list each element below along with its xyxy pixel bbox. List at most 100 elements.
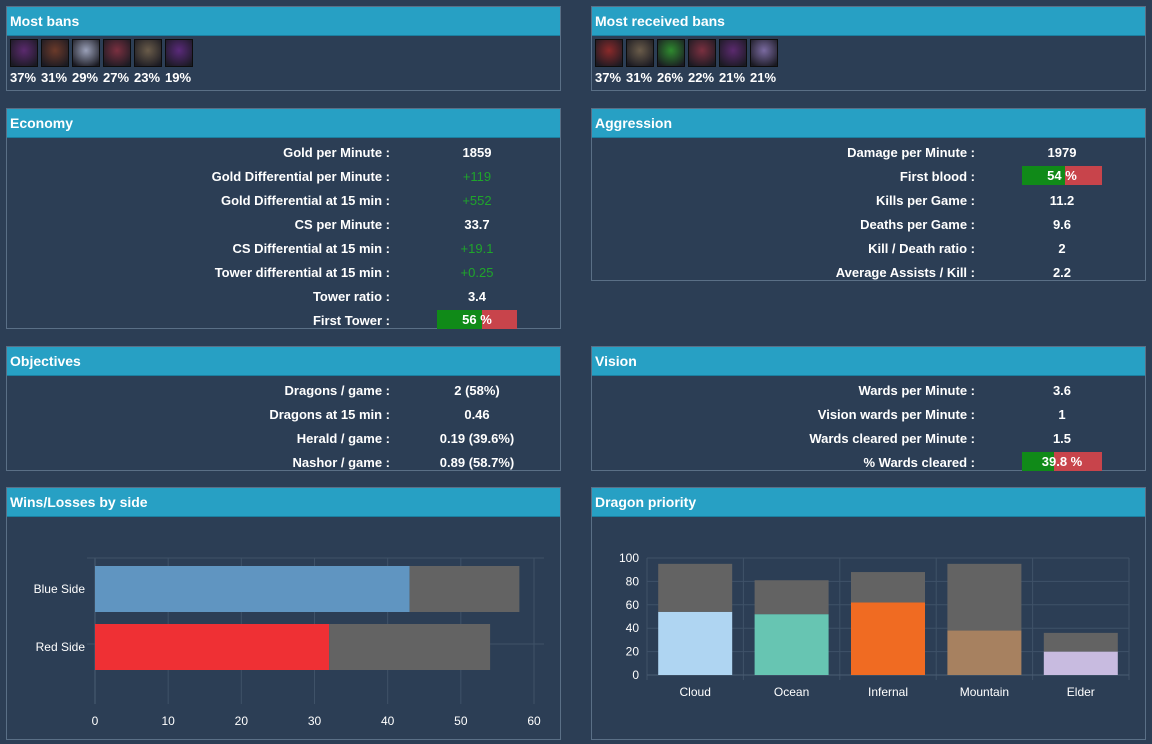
first-blood-bar: 54 % [1022, 166, 1102, 185]
y-tick-label: 60 [626, 598, 640, 612]
economy-title: Economy [7, 109, 560, 138]
stat-label: First blood : [899, 169, 975, 184]
stat-row: Kills per Game : 11.2 [592, 188, 1145, 212]
first-tower-bar-fill [437, 310, 482, 329]
bar-segment[interactable] [851, 572, 925, 603]
stat-row: Gold Differential at 15 min : +552 [7, 188, 560, 212]
x-tick-label: 30 [308, 714, 322, 728]
stat-label: Gold Differential at 15 min : [220, 193, 390, 208]
bar-segment[interactable] [1043, 632, 1118, 652]
stat-row: Average Assists / Kill : 2.2 [592, 260, 1145, 284]
stat-label: Tower ratio : [312, 289, 390, 304]
category-label: Blue Side [34, 582, 86, 596]
stat-label: First Tower : [312, 313, 390, 328]
stat-row: Gold Differential per Minute : +119 [7, 164, 560, 188]
stat-row-wards-cleared: % Wards cleared : 39.8 % [592, 450, 1145, 474]
stat-row: Tower differential at 15 min : +0.25 [7, 260, 560, 284]
champion-portrait-4-icon[interactable] [103, 39, 131, 67]
x-tick-label: 20 [235, 714, 249, 728]
dragon-priority-chart: 0 20 40 60 80 100 Cloud Ocean Infernal Mountain El… [619, 551, 1130, 699]
y-tick-label: 100 [619, 551, 639, 565]
stat-value: 11.2 [1049, 193, 1075, 208]
bar-segment[interactable] [329, 624, 491, 670]
x-tick-label: 50 [454, 714, 468, 728]
champion-portrait-2-icon[interactable] [626, 39, 654, 67]
ban-percent: 37% [10, 70, 37, 85]
first-blood-bar-fill [1022, 166, 1066, 185]
stat-row: CS per Minute : 33.7 [7, 212, 560, 236]
bar-segment[interactable] [95, 566, 410, 612]
wins-losses-title: Wins/Losses by side [7, 488, 560, 517]
stat-value: 1859 [462, 145, 492, 160]
ban-percent: 26% [657, 70, 684, 85]
wards-cleared-value: 39.8 % [1041, 454, 1083, 469]
stat-value: 0.19 (39.6%) [439, 431, 515, 446]
y-tick-label: 80 [626, 574, 640, 588]
wards-cleared-bar: 39.8 % [1022, 452, 1102, 471]
vision-panel: Vision Wards per Minute : 3.6 Vision wards… [591, 346, 1146, 471]
stat-row: Tower ratio : 3.4 [7, 284, 560, 308]
bar-segment[interactable] [754, 580, 829, 615]
x-tick-label: 10 [161, 714, 175, 728]
champion-portrait-6-icon[interactable] [165, 39, 193, 67]
champion-portrait-5-icon[interactable] [719, 39, 747, 67]
stat-value: 2.2 [1052, 265, 1072, 280]
ban-percent: 29% [72, 70, 99, 85]
objectives-panel: Objectives Dragons / game :2 (58%) Dragon… [6, 346, 561, 471]
category-label: Ocean [774, 685, 809, 699]
bar-segment[interactable] [95, 624, 330, 670]
stat-value: +552 [462, 193, 492, 208]
bar-segment[interactable] [947, 630, 1022, 675]
stat-label: % Wards cleared : [863, 455, 975, 470]
bar-segment[interactable] [409, 566, 520, 612]
ban-percent: 31% [626, 70, 653, 85]
ban-percent: 27% [103, 70, 130, 85]
stat-value: 3.4 [467, 289, 487, 304]
stat-label: Dragons / game : [284, 383, 390, 398]
champion-portrait-4-icon[interactable] [688, 39, 716, 67]
category-label: Cloud [680, 685, 711, 699]
bar-segment[interactable] [1043, 651, 1118, 675]
bar-segment[interactable] [658, 611, 733, 675]
bar-segment[interactable] [754, 614, 829, 675]
aggression-panel: Aggression Damage per Minute : 1979 Firs… [591, 108, 1146, 281]
aggression-title: Aggression [592, 109, 1145, 138]
dragon-priority-title: Dragon priority [592, 488, 1145, 517]
stat-value: 9.6 [1052, 217, 1072, 232]
stat-value: 2 (58%) [454, 383, 500, 398]
stat-row-damage-per-minute: Damage per Minute : 1979 [592, 140, 1145, 164]
stat-label: Nashor / game : [292, 455, 390, 470]
stat-value: 3.6 [1052, 383, 1072, 398]
champion-portrait-6-icon[interactable] [750, 39, 778, 67]
champion-portrait-3-icon[interactable] [72, 39, 100, 67]
stat-label: Wards per Minute : [858, 383, 975, 398]
most-bans-panel: Most bans 37% 31% 29% 27% 23% 19% [6, 6, 561, 91]
bar-segment[interactable] [947, 563, 1022, 631]
bar-segment[interactable] [658, 563, 733, 612]
champion-portrait-1-icon[interactable] [10, 39, 38, 67]
champion-portrait-5-icon[interactable] [134, 39, 162, 67]
stat-label: Gold Differential per Minute : [211, 169, 390, 184]
bar-segment[interactable] [851, 602, 925, 675]
stat-value: 0.89 (58.7%) [439, 455, 515, 470]
stat-label: Tower differential at 15 min : [214, 265, 390, 280]
stat-row: Deaths per Game : 9.6 [592, 212, 1145, 236]
stat-row-first-blood: First blood : 54 % [592, 164, 1145, 188]
first-blood-value: 54 % [1047, 168, 1077, 183]
category-label: Red Side [36, 640, 86, 654]
y-tick-label: 0 [632, 668, 639, 682]
stat-value: 33.7 [464, 217, 490, 232]
dragon-priority-panel: Dragon priority 0 20 40 60 80 100 Cloud Ocean In… [591, 487, 1146, 740]
stat-row: Kill / Death ratio : 2 [592, 236, 1145, 260]
ban-percent: 22% [688, 70, 715, 85]
category-label: Elder [1067, 685, 1095, 699]
champion-portrait-3-icon[interactable] [657, 39, 685, 67]
stat-row: Vision wards per Minute : 1 [592, 402, 1145, 426]
ban-percent: 21% [750, 70, 777, 85]
x-tick-label: 60 [527, 714, 541, 728]
vision-title: Vision [592, 347, 1145, 376]
economy-panel: Economy Gold per Minute : 1859 Gold Differ… [6, 108, 561, 329]
first-tower-bar: 56 % [437, 310, 517, 329]
champion-portrait-2-icon[interactable] [41, 39, 69, 67]
champion-portrait-1-icon[interactable] [595, 39, 623, 67]
